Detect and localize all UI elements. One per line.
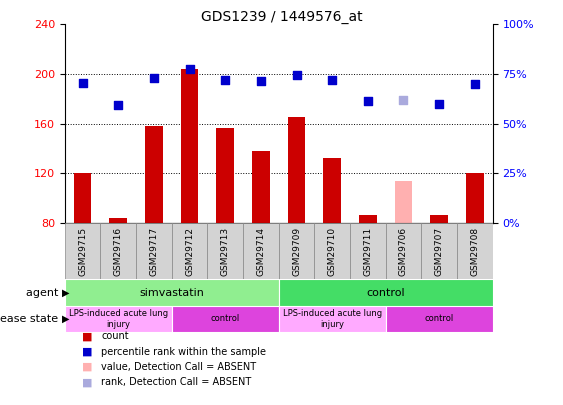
Bar [466,173,484,223]
Text: count: count [101,331,129,341]
Point [328,77,337,83]
Text: GSM29716: GSM29716 [114,227,123,276]
Point [221,77,230,83]
Bar [359,215,377,223]
Bar [65,223,100,279]
Text: GSM29717: GSM29717 [149,227,158,276]
Bar [65,279,279,306]
Text: control: control [425,314,454,324]
Text: control: control [211,314,240,324]
Point [435,100,444,107]
Text: ■: ■ [82,362,92,372]
Text: GSM29706: GSM29706 [399,227,408,276]
Text: GSM29708: GSM29708 [470,227,479,276]
Text: GSM29710: GSM29710 [328,227,337,276]
Bar [181,69,198,223]
Point [292,72,301,79]
Text: control: control [367,288,405,298]
Text: ■: ■ [82,331,92,341]
Text: ■: ■ [82,377,92,387]
Bar [74,173,91,223]
Text: GSM29712: GSM29712 [185,227,194,276]
Text: ■: ■ [82,347,92,356]
Text: GSM29713: GSM29713 [221,227,230,276]
Bar [323,158,341,223]
Bar [136,223,172,279]
Bar [252,151,270,223]
Bar [243,223,279,279]
Bar [65,306,172,332]
Point [363,98,372,104]
Bar [109,218,127,223]
Bar [100,223,136,279]
Text: simvastatin: simvastatin [139,288,204,298]
Bar [421,223,457,279]
Text: percentile rank within the sample: percentile rank within the sample [101,347,266,356]
Text: LPS-induced acute lung
injury: LPS-induced acute lung injury [283,309,382,328]
Text: GSM29714: GSM29714 [256,227,265,276]
Point [114,102,123,108]
Text: GSM29711: GSM29711 [363,227,372,276]
Bar [207,223,243,279]
Bar [172,223,207,279]
Bar [288,117,305,223]
Point [149,75,158,81]
Text: GSM29715: GSM29715 [78,227,87,276]
Text: rank, Detection Call = ABSENT: rank, Detection Call = ABSENT [101,377,252,387]
Bar [172,306,279,332]
Bar [457,223,493,279]
Bar [395,181,412,223]
Text: ▶: ▶ [62,314,69,324]
Text: ▶: ▶ [62,288,69,298]
Point [399,97,408,103]
Text: LPS-induced acute lung
injury: LPS-induced acute lung injury [69,309,168,328]
Text: disease state: disease state [0,314,62,324]
Bar [314,223,350,279]
Point [256,78,265,85]
Bar [216,128,234,223]
Bar [279,279,493,306]
Bar [145,126,163,223]
Text: GDS1239 / 1449576_at: GDS1239 / 1449576_at [200,10,363,24]
Point [78,79,87,86]
Bar [350,223,386,279]
Text: agent: agent [26,288,62,298]
Point [185,66,194,72]
Bar [279,223,314,279]
Text: GSM29707: GSM29707 [435,227,444,276]
Text: value, Detection Call = ABSENT: value, Detection Call = ABSENT [101,362,257,372]
Point [470,81,479,87]
Bar [386,306,493,332]
Bar [279,306,386,332]
Bar [386,223,421,279]
Bar [430,215,448,223]
Text: GSM29709: GSM29709 [292,227,301,276]
